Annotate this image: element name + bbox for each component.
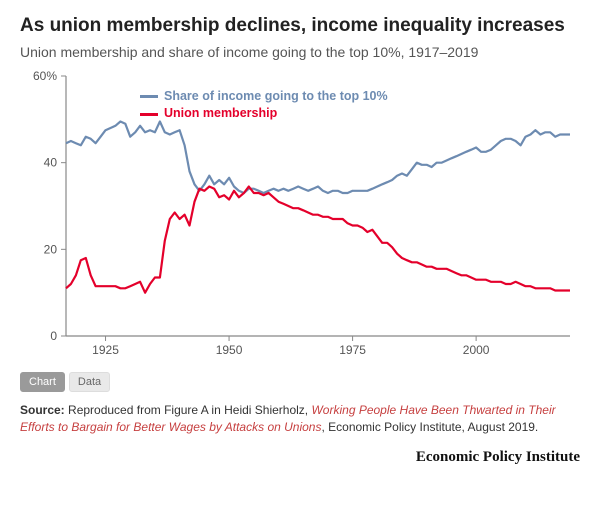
brand-label: Economic Policy Institute — [20, 449, 580, 466]
svg-text:1925: 1925 — [92, 343, 119, 357]
chart-legend: Share of income going to the top 10%Unio… — [140, 88, 388, 123]
svg-text:60%: 60% — [33, 69, 57, 83]
svg-text:20: 20 — [44, 242, 58, 256]
legend-swatch — [140, 95, 158, 98]
legend-item: Share of income going to the top 10% — [140, 88, 388, 106]
source-prefix: Reproduced from Figure A in Heidi Shierh… — [65, 403, 312, 417]
legend-item: Union membership — [140, 105, 388, 123]
source-suffix: , Economic Policy Institute, August 2019… — [321, 420, 538, 434]
source-label: Source: — [20, 403, 65, 417]
svg-text:1975: 1975 — [339, 343, 366, 357]
tab-chart[interactable]: Chart — [20, 372, 65, 392]
svg-text:0: 0 — [50, 329, 57, 343]
line-chart: 0 20 40 60% 1925 1950 1975 2000 Share of income… — [20, 66, 580, 366]
svg-text:40: 40 — [44, 155, 58, 169]
page-title: As union membership declines, income ine… — [20, 14, 580, 38]
legend-label: Union membership — [164, 105, 277, 123]
page-subtitle: Union membership and share of income goi… — [20, 44, 580, 60]
tab-data[interactable]: Data — [69, 372, 110, 392]
svg-text:1950: 1950 — [216, 343, 243, 357]
svg-text:2000: 2000 — [463, 343, 490, 357]
legend-swatch — [140, 113, 158, 116]
view-tabs: ChartData — [20, 372, 580, 392]
source-note: Source: Reproduced from Figure A in Heid… — [20, 402, 580, 437]
legend-label: Share of income going to the top 10% — [164, 88, 388, 106]
